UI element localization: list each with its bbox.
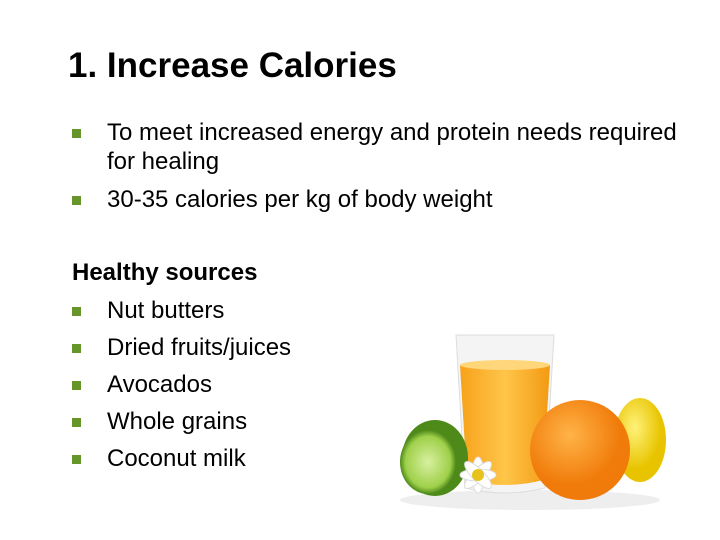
source-item: Dried fruits/juices [107,334,292,361]
bullet-marker [72,196,81,205]
bullet-text: 30-35 calories per kg of body weight [107,186,493,213]
bullet-marker [72,307,81,316]
source-item: Avocados [107,371,212,398]
source-item: Nut butters [107,297,225,324]
slide-title: 1. Increase Calories [68,46,397,85]
juice-fruit-image [400,334,666,510]
section-heading: Healthy sources [72,259,258,286]
source-item: Whole grains [107,408,248,435]
bullet-marker [72,418,81,427]
bullet-marker [72,129,81,138]
source-item: Coconut milk [107,445,246,472]
bullet-marker [72,381,81,390]
bullet-marker [72,344,81,353]
bullet-marker [72,455,81,464]
bullet-text: To meet increased energy and protein nee… [107,119,677,175]
